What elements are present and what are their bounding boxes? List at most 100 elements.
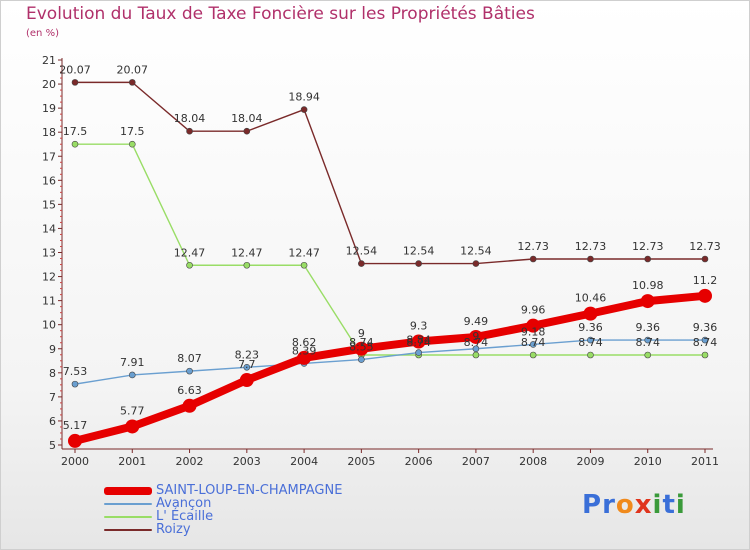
data-point	[587, 336, 594, 344]
data-point	[411, 334, 426, 349]
series-line	[74, 339, 706, 385]
data-label: 12.54	[460, 245, 492, 258]
legend-item-avancon: Avançon	[104, 497, 342, 510]
data-point	[415, 260, 422, 267]
data-label: 18.94	[288, 91, 320, 104]
chart-title: Evolution du Taux de Taxe Foncière sur l…	[26, 4, 535, 24]
data-label: 9.36	[635, 321, 660, 334]
data-point	[644, 255, 652, 263]
data-point	[529, 341, 537, 348]
x-tick-label: 2006	[405, 455, 433, 468]
data-point	[243, 261, 251, 269]
data-point	[644, 336, 652, 344]
data-label: 9	[358, 327, 365, 340]
data-label: 10.46	[575, 292, 607, 305]
y-tick-label: 17	[42, 150, 56, 163]
proxiti-logo: Proxiti	[582, 490, 686, 520]
y-tick-label: 9	[49, 343, 56, 356]
data-label: 8.07	[177, 352, 202, 365]
series-line	[74, 81, 706, 265]
y-tick-label: 19	[42, 102, 56, 115]
x-tick-label: 2003	[233, 455, 261, 468]
y-tick-label: 12	[42, 271, 56, 284]
legend-label: Avançon	[156, 496, 212, 511]
x-tick-label: 2010	[634, 455, 662, 468]
chart-subtitle: (en %)	[26, 28, 59, 39]
data-point	[186, 127, 193, 135]
logo-letter: i	[652, 490, 663, 520]
data-point	[300, 261, 308, 269]
y-tick-label: 8	[49, 367, 56, 380]
y-tick-label: 10	[42, 319, 56, 332]
data-point	[415, 349, 422, 356]
y-tick-label: 14	[42, 222, 56, 235]
logo-letter: P	[582, 490, 603, 520]
data-label: 5.77	[120, 404, 145, 417]
data-label: 8.74	[578, 336, 603, 349]
data-point	[186, 367, 193, 375]
data-label: 8.74	[406, 336, 431, 349]
legend-label: L' Écaille	[156, 509, 214, 524]
data-label: 6.63	[177, 384, 202, 397]
data-point	[297, 350, 312, 365]
y-tick-label: 21	[42, 54, 56, 67]
data-point	[701, 255, 709, 263]
x-tick-label: 2009	[576, 455, 604, 468]
legend-item-lecaille: L' Écaille	[104, 510, 342, 523]
data-label: 8.55	[349, 341, 374, 354]
legend-item-saint-loup: SAINT-LOUP-EN-CHAMPAGNE	[104, 484, 342, 497]
data-label: 17.5	[63, 125, 88, 138]
data-point	[71, 140, 79, 148]
data-point	[125, 419, 140, 434]
data-point	[472, 260, 480, 267]
data-point	[468, 329, 483, 344]
data-point	[186, 261, 193, 269]
data-label: 12.54	[346, 245, 378, 258]
data-point	[644, 351, 652, 359]
data-point	[300, 106, 308, 113]
data-label: 9.36	[578, 321, 603, 334]
y-tick-label: 6	[49, 415, 56, 428]
data-label: 5.17	[63, 419, 88, 432]
data-label: 20.07	[59, 63, 91, 76]
data-point	[472, 345, 480, 353]
data-point	[128, 79, 136, 86]
data-label: 7.53	[63, 365, 88, 378]
series-line	[74, 143, 706, 356]
data-label: 12.73	[689, 240, 721, 253]
logo-letter: x	[634, 490, 653, 520]
x-tick-label: 2004	[290, 455, 318, 468]
data-label: 8.23	[235, 348, 260, 361]
logo-letter: r	[602, 490, 616, 520]
y-tick-label: 13	[42, 247, 56, 260]
data-label: 8.74	[521, 336, 546, 349]
data-label: 7.91	[120, 356, 145, 369]
data-label: 8.74	[349, 336, 374, 349]
logo-letter: t	[662, 490, 676, 520]
legend-label: Roizy	[156, 522, 191, 537]
data-point	[587, 255, 594, 263]
legend-swatch	[104, 515, 152, 518]
data-point	[68, 433, 82, 448]
y-tick-label: 5	[49, 439, 56, 452]
data-label: 7.7	[238, 358, 256, 371]
legend: SAINT-LOUP-EN-CHAMPAGNE Avançon L' Écail…	[104, 484, 342, 536]
data-label: 9.3	[410, 320, 428, 333]
data-label: 12.54	[403, 245, 435, 258]
data-label: 12.47	[288, 246, 320, 259]
data-label: 8.84	[406, 334, 431, 347]
data-label: 12.73	[632, 240, 664, 253]
data-point	[640, 294, 655, 309]
y-tick-label: 16	[42, 174, 56, 187]
data-point	[529, 351, 537, 359]
data-point	[529, 255, 537, 263]
data-point	[182, 398, 197, 413]
data-point	[128, 140, 136, 148]
data-label: 10.98	[632, 279, 664, 292]
data-label: 8.74	[464, 336, 489, 349]
data-label: 9.18	[521, 325, 546, 338]
data-label: 8.39	[292, 344, 317, 357]
data-label: 9.49	[464, 315, 489, 328]
data-label: 20.07	[117, 63, 149, 76]
